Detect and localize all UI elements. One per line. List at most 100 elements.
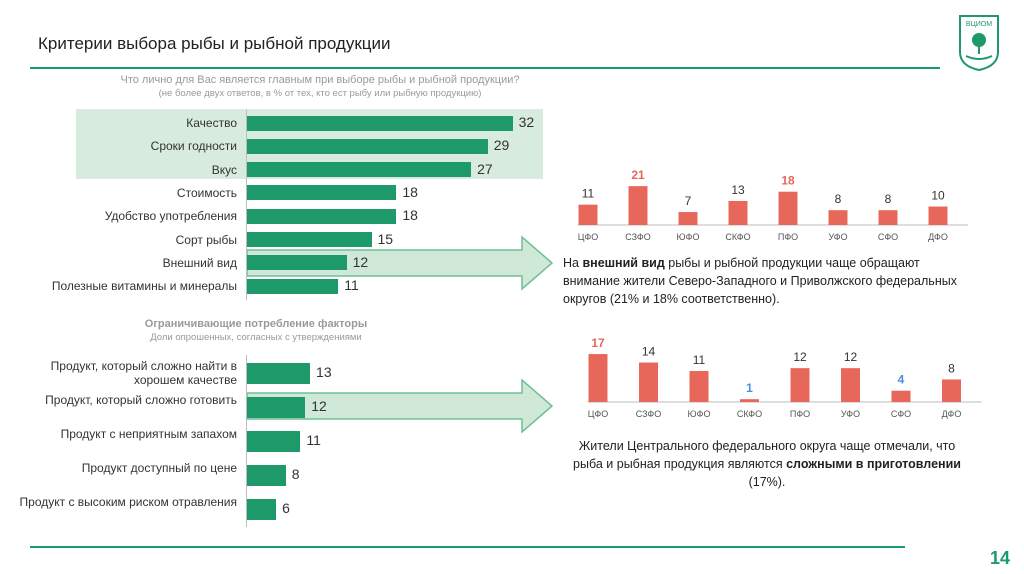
- category-appearance_by_district-1: СЗФО: [625, 232, 651, 242]
- title-underline: [30, 67, 940, 69]
- bar-label-criteria-1: Сроки годности: [150, 139, 237, 154]
- bar-value-appearance_by_district-2: 7: [685, 194, 692, 208]
- bar-hard_to_cook_by_district-6: [891, 390, 911, 402]
- bar-appearance_by_district-0: [578, 204, 598, 225]
- bar-value-limiting_factors-4: 6: [282, 500, 290, 516]
- bar-label-criteria-3: Стоимость: [176, 185, 237, 200]
- bar-appearance_by_district-3: [728, 200, 748, 225]
- bar-value-criteria-7: 11: [344, 277, 359, 294]
- bar-label-criteria-0: Качество: [186, 116, 237, 130]
- bar-criteria-4: [247, 208, 397, 224]
- bar-limiting_factors-0: [247, 362, 311, 384]
- bar-hard_to_cook_by_district-5: [841, 368, 860, 402]
- bar-criteria-5: [247, 232, 372, 247]
- bar-hard_to_cook_by_district-2: [689, 370, 709, 402]
- bar-label-criteria-5: Сорт рыбы: [175, 232, 237, 247]
- arrow-appearance: [246, 235, 554, 291]
- criteria-axis: [246, 110, 247, 300]
- bar-label-criteria-4: Удобство употребления: [104, 209, 237, 224]
- bar-criteria-6: [247, 255, 347, 271]
- bar-value-limiting_factors-1: 12: [311, 398, 327, 414]
- bar-criteria-0: [247, 115, 513, 131]
- category-appearance_by_district-3: СКФО: [725, 232, 750, 242]
- category-hard_to_cook_by_district-7: ДФО: [942, 409, 962, 419]
- bar-appearance_by_district-2: [678, 212, 698, 225]
- category-appearance_by_district-4: ПФО: [778, 232, 798, 242]
- bar-label-limiting_factors-1: Продукт, который сложно готовить: [45, 393, 237, 407]
- category-hard_to_cook_by_district-1: СЗФО: [636, 409, 662, 419]
- bar-appearance_by_district-5: [828, 210, 848, 225]
- footer-rule: [30, 546, 905, 548]
- category-hard_to_cook_by_district-4: ПФО: [790, 409, 810, 419]
- bar-value-hard_to_cook_by_district-0: 17: [591, 336, 605, 350]
- bar-hard_to_cook_by_district-4: [790, 368, 810, 402]
- limiting-factors-note: Доли опрошенных, согласных с утверждения…: [150, 332, 362, 343]
- vciom-logo: ВЦИОМ: [959, 15, 999, 72]
- bar-label-criteria-7: Полезные витамины и минералы: [51, 279, 237, 294]
- category-appearance_by_district-5: УФО: [828, 232, 847, 242]
- bar-value-hard_to_cook_by_district-3: 1: [746, 381, 753, 395]
- bar-value-limiting_factors-3: 8: [291, 466, 300, 482]
- bar-criteria-1: [247, 138, 488, 154]
- category-appearance_by_district-0: ЦФО: [578, 232, 599, 242]
- page-number: 14: [990, 548, 1011, 568]
- bar-hard_to_cook_by_district-7: [942, 379, 961, 402]
- bar-hard_to_cook_by_district-0: [588, 354, 608, 402]
- limiting_factors-axis: [246, 355, 247, 527]
- category-appearance_by_district-2: ЮФО: [677, 232, 700, 242]
- bar-appearance_by_district-6: [878, 210, 898, 225]
- bar-value-appearance_by_district-3: 13: [731, 183, 745, 197]
- arrow-hard-to-cook: [246, 378, 554, 434]
- bar-limiting_factors-2: [247, 430, 301, 452]
- bar-value-hard_to_cook_by_district-4: 12: [793, 350, 807, 364]
- bar-value-appearance_by_district-6: 8: [885, 192, 892, 206]
- bar-limiting_factors-3: [247, 464, 286, 486]
- bar-value-criteria-3: 18: [402, 183, 418, 200]
- bar-value-hard_to_cook_by_district-2: 11: [693, 353, 706, 367]
- bar-label-limiting_factors-2: Продукт с неприятным запахом: [60, 427, 237, 441]
- category-hard_to_cook_by_district-5: УФО: [841, 409, 860, 419]
- category-hard_to_cook_by_district-6: СФО: [891, 409, 911, 419]
- bar-criteria-2: [247, 162, 472, 178]
- bar-hard_to_cook_by_district-1: [639, 362, 658, 402]
- bar-appearance_by_district-4: [778, 191, 798, 225]
- bar-value-limiting_factors-2: 11: [306, 432, 321, 448]
- bar-value-criteria-0: 32: [518, 114, 535, 130]
- bar-value-appearance_by_district-7: 10: [931, 189, 945, 203]
- category-appearance_by_district-7: ДФО: [928, 232, 948, 242]
- question-text: Что лично для Вас является главным при в…: [120, 74, 520, 86]
- bar-label-limiting_factors-4: Продукт с высоким риском отравления: [19, 495, 237, 509]
- bar-criteria-3: [247, 185, 397, 201]
- bar-value-hard_to_cook_by_district-5: 12: [844, 350, 858, 364]
- bar-value-hard_to_cook_by_district-7: 8: [948, 361, 955, 375]
- bar-label-limiting_factors-3: Продукт доступный по цене: [81, 461, 237, 475]
- callout-appearance: На внешний вид рыбы и рыбной продукции ч…: [563, 256, 957, 306]
- limiting-factors-heading: Ограничивающие потребление факторы Доли …: [0, 318, 512, 343]
- bar-hard_to_cook_by_district-3: [740, 399, 759, 402]
- bar-label-criteria-6: Внешний вид: [162, 255, 237, 270]
- bar-value-criteria-1: 29: [493, 137, 510, 154]
- bar-value-appearance_by_district-0: 11: [582, 187, 595, 201]
- question-block: Что лично для Вас является главным при в…: [0, 74, 640, 99]
- bar-value-hard_to_cook_by_district-1: 14: [642, 345, 656, 359]
- bar-value-limiting_factors-0: 13: [316, 364, 332, 380]
- bar-label-limiting_factors-0: Продукт, который сложно найти в хорошем …: [50, 359, 237, 387]
- bar-value-criteria-5: 15: [377, 230, 394, 247]
- bar-value-appearance_by_district-4: 18: [781, 174, 795, 188]
- bar-limiting_factors-4: [247, 498, 277, 520]
- bar-value-appearance_by_district-5: 8: [835, 192, 842, 206]
- limiting-factors-title: Ограничивающие потребление факторы: [144, 318, 368, 330]
- bar-value-criteria-6: 12: [352, 253, 369, 270]
- category-appearance_by_district-6: СФО: [878, 232, 898, 242]
- bar-label-criteria-2: Вкус: [211, 162, 237, 177]
- bar-value-appearance_by_district-1: 21: [631, 168, 645, 182]
- slide-title: Критерии выбора рыбы и рыбной продукции: [38, 34, 391, 53]
- bar-value-hard_to_cook_by_district-6: 4: [898, 373, 905, 387]
- logo-text: ВЦИОМ: [966, 21, 992, 28]
- category-hard_to_cook_by_district-2: ЮФО: [688, 409, 711, 419]
- bar-limiting_factors-1: [247, 396, 306, 418]
- category-hard_to_cook_by_district-0: ЦФО: [588, 409, 609, 419]
- category-hard_to_cook_by_district-3: СКФО: [737, 409, 762, 419]
